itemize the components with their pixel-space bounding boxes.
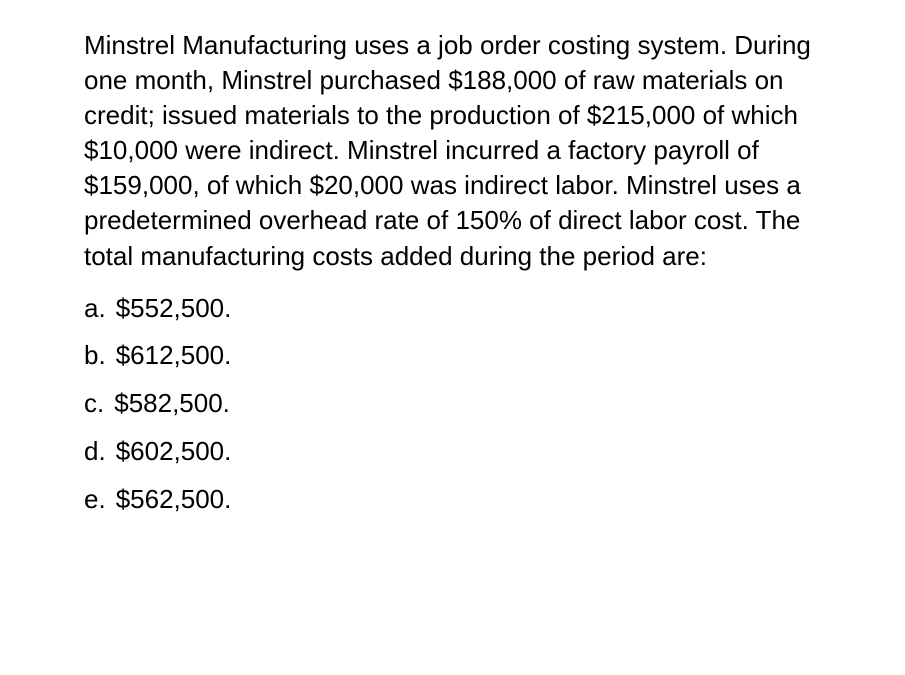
option-b[interactable]: b. $612,500. xyxy=(84,339,825,373)
option-letter: b. xyxy=(84,339,106,373)
option-letter: a. xyxy=(84,292,106,326)
option-c[interactable]: c. $582,500. xyxy=(84,387,825,421)
option-letter: e. xyxy=(84,483,106,517)
option-text: $602,500. xyxy=(116,435,232,469)
question-page: Minstrel Manufacturing uses a job order … xyxy=(0,0,905,557)
option-letter: c. xyxy=(84,387,104,421)
option-d[interactable]: d. $602,500. xyxy=(84,435,825,469)
option-text: $582,500. xyxy=(114,387,230,421)
options-list: a. $552,500. b. $612,500. c. $582,500. d… xyxy=(84,292,825,517)
question-stem: Minstrel Manufacturing uses a job order … xyxy=(84,28,825,274)
option-letter: d. xyxy=(84,435,106,469)
option-text: $552,500. xyxy=(116,292,232,326)
option-a[interactable]: a. $552,500. xyxy=(84,292,825,326)
option-text: $612,500. xyxy=(116,339,232,373)
option-text: $562,500. xyxy=(116,483,232,517)
option-e[interactable]: e. $562,500. xyxy=(84,483,825,517)
